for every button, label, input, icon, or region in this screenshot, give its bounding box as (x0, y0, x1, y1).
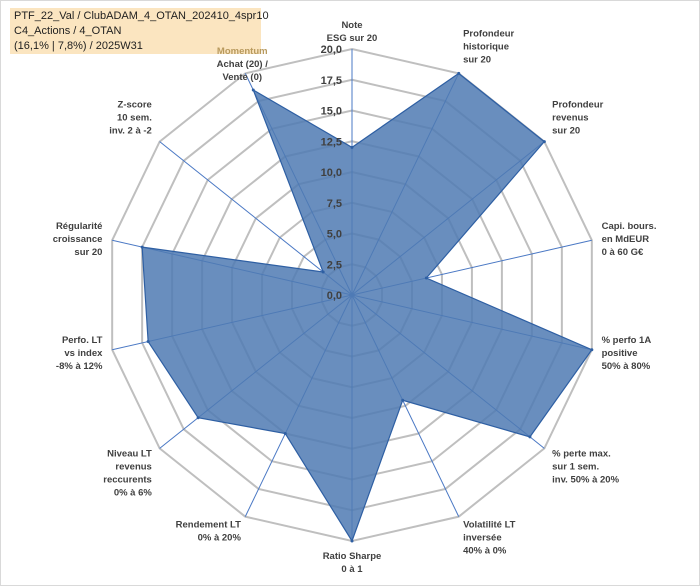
chart-title-line-2: C4_Actions / 4_OTAN (14, 25, 122, 37)
tick-label: 10,0 (321, 167, 342, 179)
axis-label: Profondeur historique sur 20 (463, 28, 514, 65)
axis-label-line: positive (602, 348, 638, 359)
axis-label-line: 40% à 0% (463, 546, 507, 557)
axis-label-line: sur 20 (552, 125, 580, 136)
axis-label-line: Régularité (56, 221, 102, 232)
axis-label: Profondeur revenus sur 20 (552, 99, 603, 136)
radar-spoke (159, 141, 353, 296)
data-point (146, 340, 150, 344)
data-point (350, 539, 354, 543)
axis-label-line: revenus (552, 112, 588, 123)
data-point (590, 348, 594, 352)
axis-label: % perte max. sur 1 sem. inv. 50% à 20% (552, 449, 619, 486)
axis-label-line: % perte max. (552, 449, 611, 460)
data-point (321, 270, 325, 274)
axis-label: Z-score 10 sem. inv. 2 à -2 (109, 99, 152, 136)
tick-label: 12,5 (321, 136, 342, 148)
axis-label-line: reccurents (103, 475, 152, 486)
axis-label: Momentum Achat (20) / Vente (0) (217, 46, 269, 83)
radar-axis-labels: Note ESG sur 20 Profondeur historique sur 20… (53, 20, 657, 575)
axis-label: Ratio Sharpe 0 à 1 (323, 551, 382, 575)
data-point (542, 140, 546, 144)
radar-tick-labels: 0,0 2,5 5,0 7,5 10,0 12,5 15,0 17,5 20,0 (321, 44, 342, 302)
data-point (528, 435, 532, 439)
axis-label-line: Perfo. LT (62, 335, 103, 346)
axis-label-line: Volatilité LT (463, 520, 516, 531)
axis-label-line: vs index (64, 348, 103, 359)
tick-label: 20,0 (321, 44, 342, 56)
axis-label-line: 0 à 60 G€ (602, 247, 644, 258)
axis-label-line: 10 sem. (117, 112, 152, 123)
tick-label: 5,0 (327, 229, 342, 241)
data-point (196, 416, 200, 420)
data-point (251, 88, 255, 92)
tick-label: 7,5 (327, 198, 342, 210)
axis-label-line: Momentum (217, 46, 268, 57)
axis-label: Note ESG sur 20 (327, 20, 378, 44)
tick-label: 17,5 (321, 75, 342, 87)
axis-label-line: % perfo 1A (602, 335, 652, 346)
chart-title-box: PTF_22_Val / ClubADAM_4_OTAN_202410_4spr… (10, 8, 269, 54)
axis-label-line: en MdEUR (602, 234, 650, 245)
axis-label-line: sur 20 (463, 54, 491, 65)
axis-label-line: 0% à 6% (114, 488, 153, 499)
axis-label-line: inv. 2 à -2 (109, 125, 152, 136)
axis-label-line: sur 20 (74, 247, 102, 258)
axis-label-line: inv. 50% à 20% (552, 475, 619, 486)
axis-label-line: Profondeur (463, 28, 514, 39)
axis-label-line: Z-score (118, 99, 152, 110)
axis-label: Volatilité LT inversée 40% à 0% (463, 520, 516, 557)
series-area (141, 72, 593, 543)
axis-label-line: 0% à 20% (198, 533, 242, 544)
data-point (401, 398, 405, 402)
axis-label-line: Note (341, 20, 362, 31)
axis-label-line: Capi. bours. (602, 221, 657, 232)
axis-label-line: 50% à 80% (602, 361, 651, 372)
data-point (140, 245, 144, 249)
axis-label: Niveau LT revenus reccurents 0% à 6% (103, 449, 152, 499)
axis-label: Rendement LT 0% à 20% (176, 520, 242, 544)
data-point (457, 71, 461, 75)
axis-label: Régularité croissance sur 20 (53, 221, 103, 258)
axis-label-line: Profondeur (552, 99, 603, 110)
radar-series (140, 71, 594, 543)
axis-label-line: ESG sur 20 (327, 33, 378, 44)
axis-label: Perfo. LT vs index -8% à 12% (56, 335, 103, 372)
axis-label-line: 0 à 1 (341, 564, 363, 575)
data-point (283, 432, 287, 436)
axis-label-line: Achat (20) / (217, 59, 269, 70)
axis-label-line: sur 1 sem. (552, 462, 599, 473)
axis-label-line: inversée (463, 533, 502, 544)
tick-label: 0,0 (327, 290, 342, 302)
axis-label-line: croissance (53, 234, 103, 245)
axis-label: Capi. bours. en MdEUR 0 à 60 G€ (602, 221, 657, 258)
chart-title-line-1: PTF_22_Val / ClubADAM_4_OTAN_202410_4spr… (14, 10, 269, 22)
axis-label-line: historique (463, 41, 509, 52)
axis-label-line: -8% à 12% (56, 361, 103, 372)
data-point (424, 276, 428, 280)
axis-label: % perfo 1A positive 50% à 80% (602, 335, 652, 372)
axis-label-line: Vente (0) (222, 72, 262, 83)
tick-label: 2,5 (327, 259, 342, 271)
axis-label-line: Rendement LT (176, 520, 241, 531)
data-point (350, 145, 354, 149)
axis-label-line: Ratio Sharpe (323, 551, 382, 562)
axis-label-line: Niveau LT (107, 449, 152, 460)
tick-label: 15,0 (321, 106, 342, 118)
axis-label-line: revenus (115, 462, 151, 473)
chart-title-line-3: (16,1% | 7,8%) / 2025W31 (14, 40, 143, 52)
